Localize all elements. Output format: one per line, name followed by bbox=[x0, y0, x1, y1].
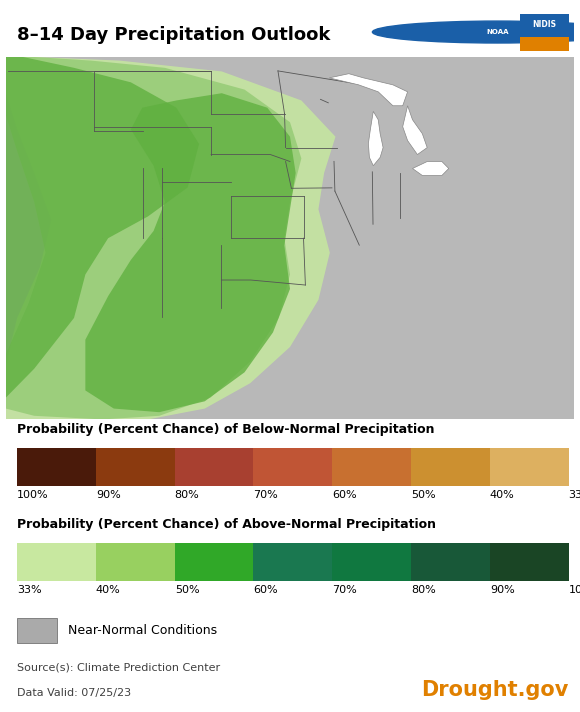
Text: 33%: 33% bbox=[17, 585, 42, 595]
Text: Near-Normal Conditions: Near-Normal Conditions bbox=[68, 624, 218, 637]
Text: 50%: 50% bbox=[411, 490, 436, 500]
Text: 90%: 90% bbox=[490, 585, 514, 595]
FancyBboxPatch shape bbox=[411, 543, 490, 581]
Polygon shape bbox=[85, 93, 296, 412]
Text: 70%: 70% bbox=[332, 585, 357, 595]
Text: 40%: 40% bbox=[490, 490, 514, 500]
Text: Probability (Percent Chance) of Below-Normal Precipitation: Probability (Percent Chance) of Below-No… bbox=[17, 423, 434, 436]
Text: 40%: 40% bbox=[96, 585, 121, 595]
FancyBboxPatch shape bbox=[17, 618, 57, 643]
Polygon shape bbox=[368, 111, 383, 166]
FancyBboxPatch shape bbox=[96, 448, 175, 486]
Text: Source(s): Climate Prediction Center: Source(s): Climate Prediction Center bbox=[17, 662, 220, 672]
Polygon shape bbox=[412, 162, 449, 175]
Polygon shape bbox=[6, 57, 302, 419]
FancyBboxPatch shape bbox=[332, 543, 411, 581]
Text: 8–14 Day Precipitation Outlook: 8–14 Day Precipitation Outlook bbox=[17, 26, 331, 43]
FancyBboxPatch shape bbox=[411, 448, 490, 486]
FancyBboxPatch shape bbox=[17, 543, 96, 581]
FancyBboxPatch shape bbox=[96, 543, 175, 581]
FancyBboxPatch shape bbox=[520, 37, 568, 51]
FancyBboxPatch shape bbox=[253, 543, 332, 581]
Polygon shape bbox=[329, 73, 408, 106]
Text: NIDIS: NIDIS bbox=[532, 20, 557, 29]
FancyBboxPatch shape bbox=[175, 448, 253, 486]
Text: 100%: 100% bbox=[568, 585, 580, 595]
FancyBboxPatch shape bbox=[175, 543, 253, 581]
Text: 90%: 90% bbox=[96, 490, 121, 500]
Text: 50%: 50% bbox=[175, 585, 200, 595]
Text: NOAA: NOAA bbox=[486, 29, 509, 35]
FancyBboxPatch shape bbox=[253, 448, 332, 486]
FancyBboxPatch shape bbox=[6, 57, 574, 419]
FancyBboxPatch shape bbox=[520, 14, 568, 51]
Text: Drought.gov: Drought.gov bbox=[421, 680, 568, 700]
Text: 60%: 60% bbox=[253, 585, 278, 595]
Text: 70%: 70% bbox=[253, 490, 278, 500]
Polygon shape bbox=[6, 57, 199, 398]
Text: 60%: 60% bbox=[332, 490, 357, 500]
Text: Data Valid: 07/25/23: Data Valid: 07/25/23 bbox=[17, 688, 131, 698]
Text: 33%: 33% bbox=[568, 490, 580, 500]
FancyBboxPatch shape bbox=[490, 543, 568, 581]
FancyBboxPatch shape bbox=[490, 448, 568, 486]
Text: 80%: 80% bbox=[411, 585, 436, 595]
Text: Probability (Percent Chance) of Above-Normal Precipitation: Probability (Percent Chance) of Above-No… bbox=[17, 518, 436, 531]
Circle shape bbox=[372, 21, 580, 43]
Text: 100%: 100% bbox=[17, 490, 49, 500]
Polygon shape bbox=[403, 106, 427, 155]
FancyBboxPatch shape bbox=[332, 448, 411, 486]
Polygon shape bbox=[6, 57, 335, 419]
Text: 80%: 80% bbox=[175, 490, 200, 500]
FancyBboxPatch shape bbox=[17, 448, 96, 486]
